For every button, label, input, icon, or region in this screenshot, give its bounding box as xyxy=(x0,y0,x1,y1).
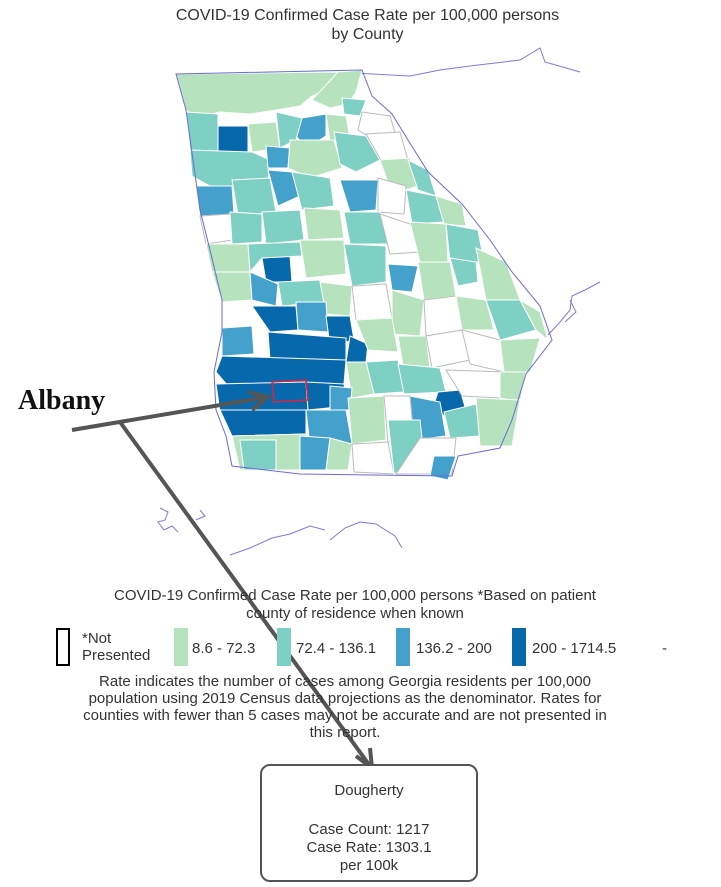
county-m-5 xyxy=(343,243,387,287)
legend-title: COVID-19 Confirmed Case Rate per 100,000… xyxy=(60,587,650,623)
county-m-2 xyxy=(261,255,293,283)
albany-arrow-head xyxy=(247,390,273,412)
note-line-4: this report. xyxy=(309,724,381,741)
county-sw-1 xyxy=(221,325,255,357)
legend-swatch-72-4-136-1 xyxy=(277,628,291,666)
legend-title-line-1: COVID-19 Confirmed Case Rate per 100,000… xyxy=(114,587,596,604)
county-s-1 xyxy=(347,395,387,445)
tooltip-arrow-line xyxy=(118,420,372,768)
county-sc-5 xyxy=(499,337,541,373)
county-m-3 xyxy=(247,241,303,274)
county-band-2 xyxy=(265,145,291,169)
county-s-11 xyxy=(351,441,395,475)
legend-label-136-2-200: 136.2 - 200 xyxy=(416,640,492,657)
dougherty-county-highlight[interactable] xyxy=(271,379,309,403)
legend-label-200-1714-5: 200 - 1714.5 xyxy=(532,640,617,657)
county-sc-11 xyxy=(345,361,375,399)
county-metro-6 xyxy=(377,177,407,215)
neighbor-boundaries xyxy=(157,47,601,556)
county-metro-1 xyxy=(195,185,235,217)
sc-coast xyxy=(547,281,601,336)
albany-callout-label: Albany xyxy=(18,385,106,416)
county-sc-4 xyxy=(461,329,505,373)
albany-arrow-line xyxy=(71,396,263,432)
county-s-9 xyxy=(299,435,331,471)
rate-explanation-note: Rate indicates the number of cases among… xyxy=(50,673,640,741)
legend-swatch-136-2-200 xyxy=(396,628,410,666)
county-metro-2 xyxy=(231,177,277,217)
county-metro-4 xyxy=(291,171,335,211)
county-wc-3 xyxy=(261,209,305,245)
georgia-outline xyxy=(175,69,553,477)
county-s-10 xyxy=(325,437,353,471)
callout-arrows xyxy=(71,390,375,773)
county-metro-7 xyxy=(405,189,445,225)
county-m-8 xyxy=(449,257,479,287)
county-lm-6 xyxy=(391,289,425,337)
county-lm-5 xyxy=(351,283,393,321)
county-m-6 xyxy=(387,263,419,293)
county-lm-7 xyxy=(423,295,463,337)
legend-swatch-not-presented xyxy=(56,628,70,666)
tooltip-rate-unit: per 100k xyxy=(339,857,399,874)
legend-swatch-200-1714-5 xyxy=(512,628,526,666)
county-tooltip: Dougherty Case Count: 1217 Case Rate: 13… xyxy=(260,764,478,882)
county-m-7 xyxy=(417,261,457,301)
county-s-14 xyxy=(429,455,457,481)
county-band-4 xyxy=(333,131,381,173)
sc-border xyxy=(337,47,581,77)
county-region-nw xyxy=(175,71,339,119)
note-line-2: population using 2019 Census data projec… xyxy=(88,690,602,707)
county-sw-2 xyxy=(251,305,299,333)
legend-title-line-2: county of residence when known xyxy=(246,605,464,622)
county-m-4 xyxy=(299,239,347,279)
county-sw-3 xyxy=(295,301,329,333)
map-title-line-1: COVID-19 Confirmed Case Rate per 100,000… xyxy=(175,7,560,24)
note-line-1: Rate indicates the number of cases among… xyxy=(99,673,591,690)
fl-coast xyxy=(229,521,403,556)
map-title: COVID-19 Confirmed Case Rate per 100,000… xyxy=(0,6,721,44)
county-ne-1 xyxy=(341,97,367,117)
county-tiles xyxy=(175,69,549,481)
legend-label-not-presented-line-1: *Not xyxy=(82,630,112,647)
legend-label-8-6-72-3: 8.6 - 72.3 xyxy=(192,640,256,657)
county-s-5 xyxy=(475,397,521,447)
map-title-line-2: by County xyxy=(331,26,404,43)
county-lm-10 xyxy=(518,298,549,342)
county-s-8 xyxy=(239,439,277,471)
legend-swatch-8-6-72-3 xyxy=(174,628,188,666)
tooltip-county-name: Dougherty xyxy=(334,782,404,799)
legend-label-not-presented: *Not Presented xyxy=(82,630,150,664)
county-sc-7 xyxy=(397,363,447,395)
county-sw-10 xyxy=(219,409,307,437)
county-lm-8 xyxy=(455,295,495,331)
tooltip-case-count: Case Count: 1217 xyxy=(308,821,430,838)
county-wc-7 xyxy=(409,221,449,263)
county-sc-1 xyxy=(355,317,399,353)
county-wc-2 xyxy=(229,211,263,245)
legend-trailing-dash: - xyxy=(662,640,667,657)
tooltip-case-rate: Case Rate: 1303.1 xyxy=(306,839,432,856)
note-line-3: counties with fewer than 5 cases may not… xyxy=(83,707,607,724)
legend-label-72-4-136-1: 72.4 - 136.1 xyxy=(296,640,377,657)
county-m-1 xyxy=(205,243,251,273)
county-band-3 xyxy=(287,139,343,179)
county-metro-5 xyxy=(339,179,379,213)
legend-label-not-presented-line-2: Presented xyxy=(82,647,151,664)
al-coast xyxy=(157,507,206,533)
county-metro-8 xyxy=(435,195,467,227)
county-lm-1 xyxy=(211,271,253,303)
county-wc-4 xyxy=(303,207,345,241)
